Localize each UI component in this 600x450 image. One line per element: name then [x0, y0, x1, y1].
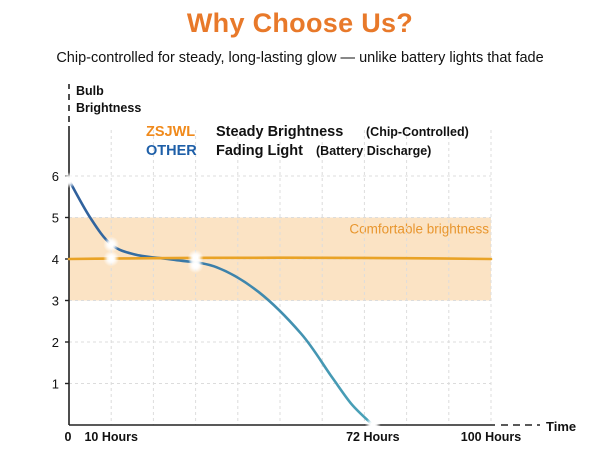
glow-marker-core — [66, 177, 72, 183]
glow-marker-core — [108, 255, 114, 262]
x-tick-label: 10 Hours — [84, 430, 138, 444]
glow-marker — [187, 257, 204, 274]
y-tick-label: 2 — [52, 335, 59, 350]
glow-marker-core — [193, 262, 199, 268]
x-tick-label: 100 Hours — [461, 430, 521, 444]
page-subtitle: Chip-controlled for steady, long-lasting… — [56, 50, 544, 66]
glow-marker — [103, 236, 120, 253]
glow-marker-core — [370, 422, 376, 428]
y-tick-label: 4 — [52, 252, 59, 267]
y-axis-label-line1: Bulb — [76, 84, 104, 98]
glow-marker — [61, 172, 77, 189]
y-axis-label-line2: Brightness — [76, 101, 141, 115]
series-line-zsjwl — [67, 256, 493, 261]
y-tick-label: 3 — [52, 294, 59, 309]
page-title: Why Choose Us? — [186, 8, 414, 38]
glow-marker-core — [108, 241, 114, 248]
y-tick-label: 6 — [52, 169, 59, 184]
legend-entry-zsjwl: ZSJWL Steady Brightness (Chip-Controlled) — [146, 124, 469, 140]
legend-key-zsjwl: ZSJWL — [146, 124, 195, 140]
y-tick-label: 5 — [52, 211, 59, 226]
legend-label-zsjwl: Steady Brightness — [216, 124, 343, 140]
glow-marker — [103, 250, 120, 267]
legend-note-zsjwl: (Chip-Controlled) — [366, 125, 469, 139]
legend-entry-other: OTHER Fading Light (Battery Discharge) — [146, 143, 431, 159]
legend-note-other: (Battery Discharge) — [316, 144, 431, 158]
x-tick-label: 0 — [65, 430, 72, 444]
series-line-other — [67, 178, 375, 427]
legend-key-other: OTHER — [146, 143, 197, 159]
y-tick-label: 1 — [52, 377, 59, 392]
band-label: Comfortable brightness — [349, 222, 489, 237]
x-tick-label: 72 Hours — [346, 430, 400, 444]
glow-marker — [364, 417, 381, 433]
x-axis-label: Time — [546, 419, 576, 434]
legend-label-other: Fading Light — [216, 143, 303, 159]
